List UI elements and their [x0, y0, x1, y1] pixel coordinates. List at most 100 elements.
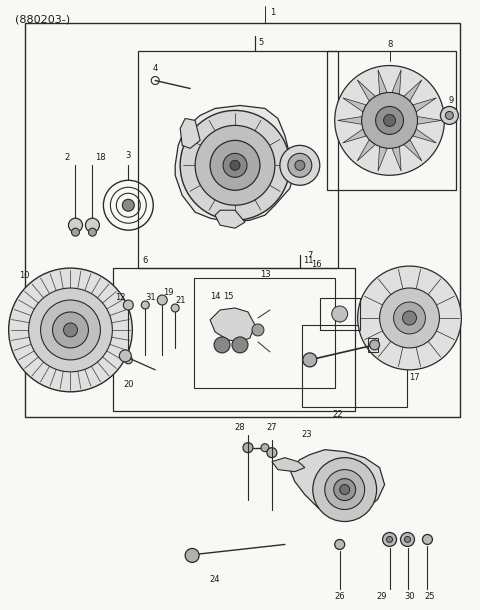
Circle shape — [386, 536, 393, 542]
Circle shape — [334, 479, 356, 501]
Polygon shape — [417, 117, 442, 124]
Bar — [302, 325, 407, 407]
Circle shape — [171, 304, 179, 312]
Circle shape — [122, 199, 134, 211]
Circle shape — [88, 228, 96, 236]
Bar — [327, 51, 456, 190]
Polygon shape — [215, 210, 245, 228]
Bar — [368, 338, 378, 352]
Polygon shape — [378, 146, 387, 171]
Polygon shape — [378, 70, 387, 95]
Circle shape — [52, 312, 88, 348]
Circle shape — [9, 268, 132, 392]
Circle shape — [400, 533, 415, 547]
Polygon shape — [357, 140, 375, 161]
Circle shape — [384, 115, 396, 126]
Text: 12: 12 — [115, 293, 126, 301]
Circle shape — [403, 311, 417, 325]
Circle shape — [214, 337, 230, 353]
Polygon shape — [404, 80, 422, 101]
Text: 31: 31 — [145, 293, 156, 301]
Circle shape — [383, 533, 396, 547]
Circle shape — [376, 107, 404, 134]
Text: 19: 19 — [163, 287, 173, 296]
Text: 4: 4 — [153, 64, 158, 73]
Circle shape — [340, 484, 350, 495]
Polygon shape — [413, 129, 436, 143]
Circle shape — [41, 300, 100, 360]
Polygon shape — [180, 118, 200, 148]
Text: 16: 16 — [312, 260, 322, 268]
Text: 23: 23 — [301, 430, 312, 439]
Circle shape — [422, 534, 432, 545]
Circle shape — [210, 140, 260, 190]
Circle shape — [370, 340, 380, 350]
Text: 7: 7 — [307, 251, 312, 260]
Circle shape — [394, 302, 425, 334]
Text: 20: 20 — [123, 380, 133, 389]
Circle shape — [380, 288, 439, 348]
Polygon shape — [392, 146, 401, 171]
Circle shape — [358, 266, 461, 370]
Text: 2: 2 — [65, 153, 70, 162]
Circle shape — [123, 300, 133, 310]
Bar — [138, 51, 338, 268]
Text: 28: 28 — [235, 423, 245, 432]
Text: 26: 26 — [335, 592, 345, 601]
Bar — [24, 23, 460, 417]
Circle shape — [441, 107, 458, 124]
Bar — [113, 268, 355, 411]
Text: 13: 13 — [260, 270, 270, 279]
Circle shape — [252, 324, 264, 336]
Circle shape — [303, 353, 317, 367]
Circle shape — [29, 288, 112, 372]
Circle shape — [445, 112, 454, 120]
Polygon shape — [392, 70, 401, 95]
Text: 1: 1 — [270, 8, 275, 17]
Text: 9: 9 — [449, 96, 454, 105]
Text: 24: 24 — [210, 575, 220, 584]
Circle shape — [267, 448, 277, 458]
Circle shape — [230, 160, 240, 170]
Circle shape — [180, 110, 290, 220]
Circle shape — [232, 337, 248, 353]
Circle shape — [185, 548, 199, 562]
Polygon shape — [343, 129, 366, 143]
Circle shape — [261, 443, 269, 451]
Text: 29: 29 — [376, 592, 387, 601]
Text: 17: 17 — [409, 373, 420, 382]
Circle shape — [280, 145, 320, 185]
Polygon shape — [338, 117, 362, 124]
Text: 22: 22 — [333, 411, 343, 419]
Circle shape — [124, 356, 132, 364]
Text: 6: 6 — [143, 256, 148, 265]
Text: 5: 5 — [258, 38, 263, 47]
Text: 3: 3 — [126, 151, 131, 160]
Circle shape — [361, 93, 418, 148]
Text: 21: 21 — [175, 295, 185, 304]
Polygon shape — [404, 140, 422, 161]
Circle shape — [332, 306, 348, 322]
Circle shape — [72, 228, 80, 236]
Circle shape — [85, 218, 99, 232]
Circle shape — [63, 323, 77, 337]
Circle shape — [405, 536, 410, 542]
Polygon shape — [290, 450, 384, 517]
Text: 8: 8 — [387, 40, 392, 49]
Circle shape — [120, 350, 132, 362]
Text: 27: 27 — [266, 423, 277, 432]
Polygon shape — [175, 106, 295, 222]
Polygon shape — [272, 458, 305, 472]
Polygon shape — [343, 98, 366, 112]
Circle shape — [295, 160, 305, 170]
Bar — [194, 278, 335, 388]
Circle shape — [243, 443, 253, 453]
Text: 15: 15 — [223, 292, 233, 301]
Circle shape — [195, 126, 275, 205]
Polygon shape — [357, 80, 375, 101]
Polygon shape — [210, 308, 255, 342]
Circle shape — [288, 153, 312, 178]
Circle shape — [325, 470, 365, 509]
Circle shape — [335, 65, 444, 175]
Circle shape — [157, 295, 167, 305]
